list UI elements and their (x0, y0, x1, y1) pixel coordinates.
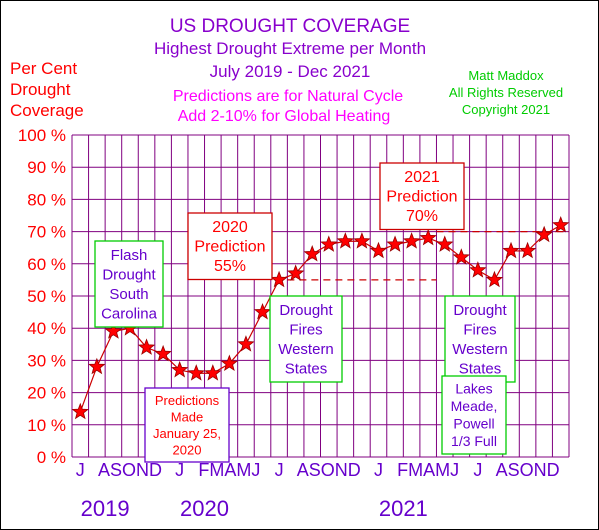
data-point-star (518, 241, 537, 259)
predictions-made-annotation-box (144, 387, 230, 463)
data-point-star (104, 322, 123, 339)
x-tick-label: J (275, 460, 284, 480)
flash-drought-annotation-text: South (109, 286, 148, 303)
prediction-2020-label-text: Prediction (194, 239, 265, 256)
data-point-star (237, 335, 255, 352)
data-point-star (154, 344, 172, 362)
x-tick-label: ASOND (98, 460, 162, 480)
y-tick-label: 70 % (27, 223, 66, 242)
data-point-star (386, 235, 404, 252)
data-point-star (402, 232, 421, 249)
year-label: 2021 (379, 496, 428, 521)
chart-subtitle: Highest Drought Extreme per Month (154, 39, 426, 58)
y-tick-label: 10 % (27, 416, 66, 435)
data-point-star (170, 360, 189, 378)
copyright-line: Matt Maddox (468, 68, 544, 83)
y-axis-label-line: Coverage (10, 101, 84, 120)
y-tick-label: 20 % (27, 384, 66, 403)
data-point-star (88, 357, 106, 375)
drought-fires-2021-annotation-text: Western (452, 341, 508, 358)
predictions-made-annotation-text: January 25, (153, 426, 221, 441)
x-tick-label: J (374, 460, 383, 480)
data-point-star (71, 402, 89, 420)
data-point-star (270, 270, 288, 288)
drought-fires-2020-annotation-text: Drought (279, 302, 333, 319)
x-tick-label: J (473, 460, 482, 480)
data-point-star (286, 264, 305, 281)
note-line-2: Add 2-10% for Global Heating (178, 108, 391, 125)
drought-fires-2021-annotation-text: Fires (463, 322, 496, 339)
x-tick-label: J (76, 460, 85, 480)
data-point-star (187, 364, 205, 381)
data-point-star (369, 241, 388, 259)
prediction-2021-label-text: 70% (406, 208, 438, 225)
data-point-star (419, 228, 437, 246)
flash-drought-annotation-text: Carolina (101, 306, 158, 323)
x-tick-label: ASOND (496, 460, 560, 480)
predictions-made-annotation-text: Predictions (155, 393, 220, 408)
drought-fires-2021-annotation-text: States (459, 361, 502, 378)
data-point-star (204, 364, 222, 381)
data-point-star (336, 232, 355, 249)
lakes-meade-annotation-box (441, 375, 507, 455)
chart-date-range: July 2019 - Dec 2021 (210, 62, 371, 81)
y-axis-label-line: Drought (10, 80, 71, 99)
data-point-star (303, 245, 321, 262)
drought-fires-2020-annotation-text: Western (278, 341, 334, 358)
data-point-star (253, 302, 272, 320)
data-point-star (485, 270, 504, 288)
x-tick-label: FMAMJ (397, 460, 459, 480)
prediction-2021-label-text: Prediction (386, 189, 457, 206)
lakes-meade-annotation-text: Lakes (455, 381, 492, 397)
drought-fires-2020-annotation-text: Fires (289, 322, 322, 339)
drought-fires-2021-annotation-box (444, 295, 516, 383)
data-point-star (452, 248, 471, 265)
lakes-meade-annotation-text: 1/3 Full (451, 433, 497, 449)
predictions-made-annotation-text: Made (171, 409, 204, 424)
predictions-made-annotation-text: 2020 (173, 442, 202, 457)
flash-drought-annotation-text: Flash (111, 247, 148, 264)
copyright-line: Copyright 2021 (462, 102, 550, 117)
y-tick-label: 80 % (27, 190, 66, 209)
copyright-line: All Rights Reserved (449, 85, 563, 100)
lakes-meade-annotation-text: Powell (453, 416, 494, 432)
y-tick-label: 100 % (18, 126, 66, 145)
y-axis-label-line: Per Cent (10, 59, 77, 78)
year-label: 2020 (180, 496, 229, 521)
drought-fires-2020-annotation-box (269, 295, 343, 383)
prediction-2020-label-box (187, 212, 273, 281)
drought-fires-2020-annotation-text: States (285, 361, 328, 378)
x-tick-label: FMAMJ (198, 460, 260, 480)
drought-fires-2021-annotation-text: Drought (453, 302, 507, 319)
y-tick-label: 40 % (27, 319, 66, 338)
year-label: 2019 (81, 496, 130, 521)
y-tick-label: 0 % (37, 448, 66, 467)
data-point-star (535, 225, 553, 243)
data-point-star (137, 338, 156, 355)
data-point-star (552, 216, 570, 233)
data-point-star (502, 241, 520, 259)
flash-drought-annotation-text: Drought (102, 267, 156, 284)
flash-drought-annotation-box (94, 240, 164, 328)
y-tick-label: 50 % (27, 287, 66, 306)
x-tick-label: ASOND (297, 460, 361, 480)
data-point-star (469, 261, 487, 278)
data-point-star (436, 235, 454, 252)
y-tick-label: 90 % (27, 158, 66, 177)
prediction-2021-label-box (379, 162, 465, 231)
lakes-meade-annotation-text: Meade, (451, 398, 498, 414)
x-tick-label: J (175, 460, 184, 480)
chart-title: US DROUGHT COVERAGE (170, 16, 410, 37)
prediction-2020-label-text: 55% (214, 258, 246, 275)
note-line-1: Predictions are for Natural Cycle (173, 88, 403, 105)
y-tick-label: 30 % (27, 351, 66, 370)
y-tick-label: 60 % (27, 255, 66, 274)
data-point-star (220, 354, 239, 371)
data-point-star (320, 235, 338, 252)
data-point-star (353, 232, 371, 249)
prediction-2021-label-text: 2021 (404, 169, 440, 186)
prediction-2020-label-text: 2020 (212, 219, 248, 236)
